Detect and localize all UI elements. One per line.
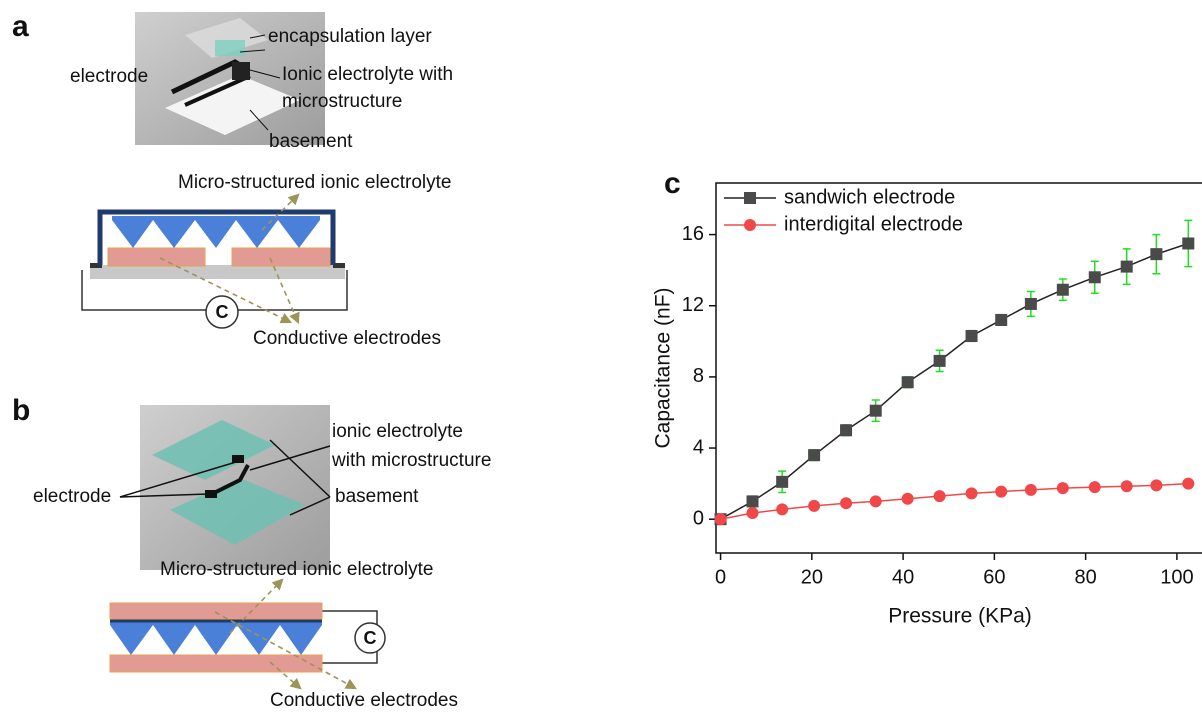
legend-marker [744, 219, 756, 231]
legend-marker [744, 192, 756, 204]
marker [1057, 284, 1069, 296]
marker [966, 487, 978, 499]
x-tick-label: 80 [1075, 566, 1097, 588]
marker [1025, 484, 1037, 496]
marker [776, 476, 788, 488]
marker [1150, 479, 1162, 491]
photo-label: basement [335, 486, 419, 507]
marker [840, 497, 852, 509]
marker [870, 495, 882, 507]
marker [1089, 271, 1101, 283]
circuit-label: C [216, 302, 229, 322]
panel-label: c [664, 167, 681, 200]
marker [715, 513, 727, 525]
marker [747, 495, 759, 507]
photo-label: encapsulation layer [268, 26, 432, 47]
marker [1121, 480, 1133, 492]
diagram-label: Micro-structured ionic electrolyte [160, 559, 433, 580]
marker [808, 449, 820, 461]
y-tick-label: 16 [682, 223, 704, 245]
x-tick-label: 0 [715, 566, 726, 588]
marker [966, 330, 978, 342]
marker [1089, 481, 1101, 493]
photo-label: with microstructure [331, 450, 491, 471]
marker [1182, 478, 1194, 490]
x-tick-label: 60 [983, 566, 1005, 588]
plot-frame [716, 183, 1202, 553]
panel-label: a [12, 10, 29, 43]
diagram-label: Conductive electrodes [253, 328, 441, 349]
marker [934, 490, 946, 502]
legend-label: interdigital electrode [784, 213, 963, 235]
marker [1025, 298, 1037, 310]
photo-b [120, 405, 330, 570]
panel-label: b [12, 394, 30, 427]
x-tick-label: 100 [1160, 566, 1193, 588]
marker [902, 376, 914, 388]
x-axis-title: Pressure (KPa) [888, 605, 1032, 628]
photo-label: microstructure [282, 91, 402, 112]
series-line [721, 484, 1189, 520]
figure: a encapsulation layer electrode Ionic el… [0, 0, 1202, 713]
diagram-b [110, 580, 385, 688]
marker [1182, 237, 1194, 249]
diagram-label: Micro-structured ionic electrolyte [178, 172, 451, 193]
marker [1121, 261, 1133, 273]
diagram-a [82, 195, 347, 328]
y-tick-label: 0 [693, 507, 704, 529]
marker [747, 507, 759, 519]
x-tick-label: 40 [892, 566, 914, 588]
x-tick-label: 20 [801, 566, 823, 588]
photo-label: electrode [70, 66, 148, 87]
marker [902, 493, 914, 505]
y-tick-label: 4 [693, 436, 704, 458]
y-tick-label: 12 [682, 294, 704, 316]
photo-label: Ionic electrolyte with [282, 64, 453, 85]
series-line [721, 243, 1189, 519]
marker [934, 355, 946, 367]
photo-label: basement [269, 131, 353, 152]
legend-label: sandwich electrode [784, 186, 955, 208]
y-axis-title: Capacitance (nF) [652, 287, 675, 448]
marker [808, 500, 820, 512]
photo-label: electrode [33, 486, 111, 507]
marker [1150, 248, 1162, 260]
circuit-label: C [364, 628, 377, 648]
photo-label: ionic electrolyte [332, 421, 463, 442]
marker [776, 503, 788, 515]
marker [995, 486, 1007, 498]
marker [995, 314, 1007, 326]
marker [870, 405, 882, 417]
marker [840, 424, 852, 436]
marker [1057, 482, 1069, 494]
y-tick-label: 8 [693, 365, 704, 387]
diagram-label: Conductive electrodes [270, 690, 458, 711]
